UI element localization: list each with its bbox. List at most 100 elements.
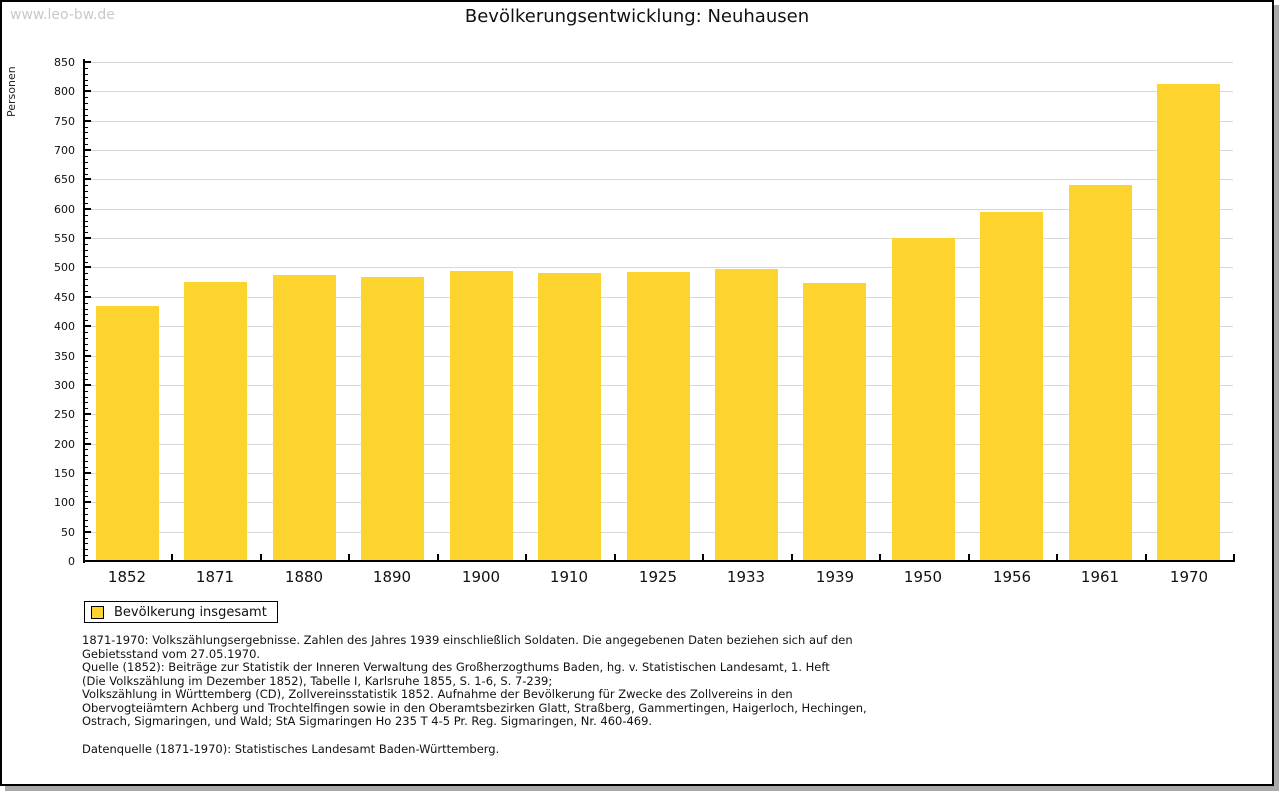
y-minor-tick-110 (83, 496, 88, 497)
bar-1950 (892, 238, 955, 561)
y-minor-tick-40 (83, 538, 88, 539)
y-minor-tick-440 (83, 303, 88, 304)
y-minor-tick-80 (83, 514, 88, 515)
legend-swatch (91, 605, 104, 619)
y-minor-tick-480 (83, 279, 88, 280)
x-tick-label-1961: 1961 (1080, 568, 1120, 586)
y-tick-350 (83, 355, 91, 357)
y-tick-label-350: 350 (54, 349, 75, 363)
y-minor-tick-640 (83, 185, 88, 186)
y-tick-label-250: 250 (54, 408, 75, 422)
y-minor-tick-380 (83, 338, 88, 339)
y-tick-50 (83, 531, 91, 533)
y-tick-500 (83, 266, 91, 268)
y-tick-550 (83, 237, 91, 239)
y-minor-tick-620 (83, 197, 88, 198)
y-minor-tick-160 (83, 467, 88, 468)
y-minor-tick-770 (83, 109, 88, 110)
y-minor-tick-810 (83, 85, 88, 86)
y-tick-400 (83, 325, 91, 327)
legend-label: Bevölkerung insgesamt (114, 604, 267, 620)
y-minor-tick-330 (83, 367, 88, 368)
y-minor-tick-190 (83, 449, 88, 450)
y-minor-tick-140 (83, 479, 88, 480)
footnote-line-6: Obervogteiämtern Achberg und Trochtelfin… (82, 700, 867, 715)
y-minor-tick-420 (83, 314, 88, 315)
y-minor-tick-470 (83, 285, 88, 286)
bar-1890 (361, 277, 424, 561)
x-boundary-tick-5 (525, 554, 527, 561)
footnote-line-2: Gebietsstand vom 27.05.1970. (82, 646, 261, 661)
y-minor-tick-690 (83, 156, 88, 157)
y-minor-tick-20 (83, 549, 88, 550)
y-tick-label-600: 600 (54, 202, 75, 216)
y-minor-tick-240 (83, 420, 88, 421)
y-tick-label-650: 650 (54, 173, 75, 187)
y-tick-label-400: 400 (54, 320, 75, 334)
y-tick-label-150: 150 (54, 466, 75, 480)
y-minor-tick-60 (83, 526, 88, 527)
x-tick-label-1890: 1890 (372, 568, 412, 586)
footnote-line-7: Ostrach, Sigmaringen, und Wald; StA Sigm… (82, 714, 653, 728)
x-tick-label-1950: 1950 (903, 568, 943, 586)
x-boundary-tick-2 (260, 554, 262, 561)
x-boundary-tick-7 (702, 554, 704, 561)
x-tick-label-1925: 1925 (638, 568, 678, 586)
x-boundary-tick-11 (1056, 554, 1058, 561)
y-tick-label-450: 450 (54, 290, 75, 304)
y-tick-600 (83, 208, 91, 210)
y-minor-tick-730 (83, 132, 88, 133)
x-boundary-tick-6 (614, 554, 616, 561)
y-minor-tick-710 (83, 144, 88, 145)
y-minor-tick-830 (83, 74, 88, 75)
bar-1880 (273, 275, 336, 561)
y-tick-label-300: 300 (54, 378, 75, 392)
bar-1961 (1069, 185, 1132, 561)
x-boundary-tick-10 (968, 554, 970, 561)
y-tick-label-800: 800 (54, 85, 75, 99)
gridline-y-650 (83, 179, 1233, 180)
y-minor-tick-460 (83, 291, 88, 292)
y-minor-tick-630 (83, 191, 88, 192)
y-tick-100 (83, 501, 91, 503)
bar-1900 (450, 271, 513, 561)
y-tick-label-100: 100 (54, 496, 75, 510)
x-tick-label-1910: 1910 (549, 568, 589, 586)
x-tick-label-1970: 1970 (1169, 568, 1209, 586)
y-minor-tick-580 (83, 221, 88, 222)
y-minor-tick-280 (83, 397, 88, 398)
y-minor-tick-10 (83, 555, 88, 556)
x-tick-label-1956: 1956 (992, 568, 1032, 586)
y-tick-650 (83, 178, 91, 180)
y-minor-tick-70 (83, 520, 88, 521)
x-boundary-tick-12 (1145, 554, 1147, 561)
y-minor-tick-170 (83, 461, 88, 462)
x-tick-label-1939: 1939 (815, 568, 855, 586)
y-tick-label-850: 850 (54, 56, 75, 69)
bar-1956 (980, 212, 1043, 561)
y-minor-tick-430 (83, 309, 88, 310)
y-tick-250 (83, 413, 91, 415)
y-minor-tick-790 (83, 97, 88, 98)
y-minor-tick-180 (83, 455, 88, 456)
y-minor-tick-530 (83, 250, 88, 251)
footnote-line-4: (Die Volkszählung im Dezember 1852), Tab… (82, 673, 553, 688)
y-minor-tick-670 (83, 168, 88, 169)
y-minor-tick-490 (83, 273, 88, 274)
y-minor-tick-370 (83, 344, 88, 345)
legend: Bevölkerung insgesamt (84, 601, 278, 623)
watermark: www.leo-bw.de (10, 7, 115, 23)
y-minor-tick-590 (83, 215, 88, 216)
gridline-y-550 (83, 238, 1233, 239)
y-minor-tick-660 (83, 174, 88, 175)
y-tick-150 (83, 472, 91, 474)
y-minor-tick-230 (83, 426, 88, 427)
y-minor-tick-220 (83, 432, 88, 433)
y-minor-tick-90 (83, 508, 88, 509)
y-minor-tick-610 (83, 203, 88, 204)
footnote-line-1: 1871-1970: Volkszählungsergebnisse. Zahl… (82, 633, 853, 647)
gridline-y-750 (83, 121, 1233, 122)
y-minor-tick-520 (83, 256, 88, 257)
y-tick-450 (83, 296, 91, 298)
